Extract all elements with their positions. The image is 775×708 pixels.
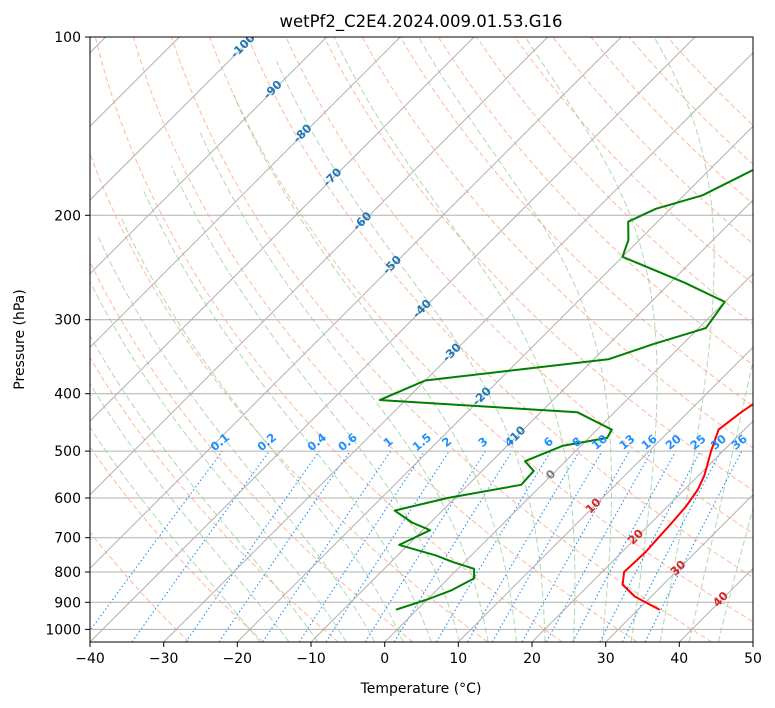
isotherm-line [90,37,622,570]
isotherm-line [90,37,401,349]
profile-line [621,403,753,611]
x-axis-ticks: −40 −30 −20 −10 0 10 20 30 40 50 [75,642,762,667]
y-tick-label: 600 [54,491,81,507]
dry-adiabat-line [90,446,264,642]
dry-adiabat-line [90,152,488,642]
moist-adiabat-line [418,37,613,642]
moist-adiabat-line [90,334,319,642]
isotherm-line [236,125,753,642]
mixing-ratio-line [262,450,392,642]
skewed-isotherms [90,37,753,642]
mixing-ratio-line [185,450,320,642]
dry-adiabat-line [90,356,339,642]
moist-adiabat-line [653,37,715,642]
dry-adiabat-line [437,37,753,366]
y-tick-label: 900 [54,595,81,611]
isotherm-line [457,346,753,642]
moist-adiabat-line [170,165,461,642]
isotherm-line [310,199,753,642]
dry-adiabat-line [399,37,753,407]
plot-area: 0.1 0.2 0.4 0.6 1 1.5 2 3 4 6 8 10 13 16 20 25 30 36-100-… [90,37,753,642]
moist-adiabat-line [688,358,753,642]
mixing-ratio-line [644,450,743,642]
isotherm-line [90,37,549,496]
chart-title: wetPf2_C2E4.2024.009.01.53.G16 [279,12,562,32]
mixing-ratio-line [218,450,351,642]
isotherm-line [384,272,753,642]
dry-adiabat-line [90,531,190,642]
mixing-ratio-line [521,450,630,642]
dry-adiabat-line [132,37,638,642]
y-tick-label: 700 [54,531,81,547]
mixing-ratio-lines [90,450,743,642]
isotherm-line [605,493,753,642]
y-tick-label: 100 [54,30,81,46]
x-tick-label: 0 [380,651,389,667]
dry-adiabat-line [361,37,753,449]
isotherm-line [90,37,475,422]
dry-adiabat-line [247,37,753,578]
x-tick-label: 40 [670,651,688,667]
mixing-ratio-line [545,450,653,642]
moist-adiabat-line [96,233,376,642]
y-tick-label: 400 [54,387,81,403]
x-tick-label: −40 [75,651,105,667]
isotherm-line [90,37,696,642]
x-tick-label: 20 [523,651,541,667]
isotherm-line [531,420,753,642]
y-axis-label: Pressure (hPa) [12,289,28,389]
x-tick-label: 50 [744,651,762,667]
y-tick-label: 500 [54,444,81,460]
moist-adiabat-line [524,37,658,642]
dry-adiabat-line [171,37,712,642]
profile-series [378,168,753,611]
moist-adiabat-line [90,382,290,642]
moist-adiabat-line [276,61,546,642]
x-tick-label: −20 [223,651,253,667]
mixing-ratio-line [298,450,425,642]
x-tick-label: −30 [149,651,179,667]
profile-line [378,168,753,611]
isotherm-line [163,51,753,642]
plot-frame [89,36,754,643]
dry-adiabat-line [323,37,753,491]
y-tick-label: 300 [54,313,81,329]
moist-adiabat-line [333,37,576,642]
x-tick-label: 30 [597,651,615,667]
isotherm-line [90,37,328,275]
x-tick-label: 10 [449,651,467,667]
mixing-ratio-line [572,450,677,642]
mixing-ratio-line [393,450,513,642]
dry-adiabat-line [285,37,753,535]
dry-adiabat-line [514,37,753,285]
dry-adiabat-line [209,37,753,623]
y-tick-label: 200 [54,208,81,224]
mixing-ratio-line [131,450,270,642]
y-tick-label: 800 [54,565,81,581]
dry-adiabat-line [94,37,563,642]
mixing-ratio-line [325,450,450,642]
x-tick-label: −10 [296,651,326,667]
mixing-ratio-line [90,450,223,632]
isotherm-line [90,37,254,201]
moist-adiabat-line [119,215,404,642]
x-axis-label: Temperature (°C) [360,681,482,697]
y-axis-ticks: 100 200 300 400 500 600 700 800 900 1000 [45,30,90,638]
y-tick-label: 1000 [45,622,81,638]
